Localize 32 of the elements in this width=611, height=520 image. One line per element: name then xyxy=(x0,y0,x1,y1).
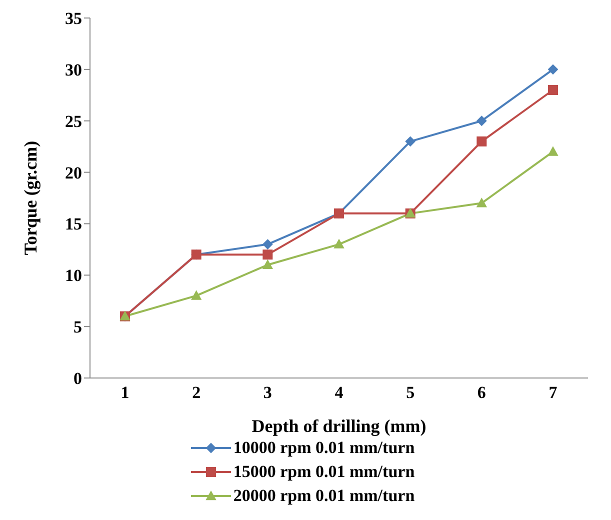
point xyxy=(191,290,202,300)
point xyxy=(334,239,344,248)
y-axis-title: Torque (gr.cm) xyxy=(20,140,40,256)
x-tick-label: 7 xyxy=(548,383,558,402)
x-tick-label: 2 xyxy=(192,383,201,402)
y-tick-label: 5 xyxy=(74,318,82,337)
y-tick-label: 10 xyxy=(65,266,82,286)
y-tick-label: 20 xyxy=(65,163,82,182)
point xyxy=(476,136,487,146)
x-tick-label: 5 xyxy=(406,383,415,402)
x-tick-label: 4 xyxy=(334,383,344,402)
y-tick-label: 15 xyxy=(65,214,82,234)
x-tick-label: 6 xyxy=(477,383,486,402)
y-tick-label: 0 xyxy=(74,369,82,388)
legend-label: 15000 rpm 0.01 mm/turn xyxy=(233,462,415,482)
point xyxy=(262,260,273,269)
legend-label: 20000 rpm 0.01 mm/turn xyxy=(233,486,415,506)
x-axis-title: Depth of drilling (mm) xyxy=(252,416,426,436)
point xyxy=(405,136,416,146)
y-tick-label: 30 xyxy=(65,60,82,80)
point xyxy=(548,146,558,156)
y-tick-label: 35 xyxy=(65,9,82,28)
point xyxy=(262,250,273,260)
point xyxy=(548,85,558,95)
point xyxy=(262,239,273,250)
x-tick-label: 3 xyxy=(263,383,272,402)
x-tick-label: 1 xyxy=(120,383,130,402)
point xyxy=(548,64,558,74)
point xyxy=(476,116,487,126)
legend-label: 10000 rpm 0.01 mm/turn xyxy=(233,438,415,458)
y-tick-label: 25 xyxy=(65,112,82,131)
point xyxy=(476,198,487,208)
